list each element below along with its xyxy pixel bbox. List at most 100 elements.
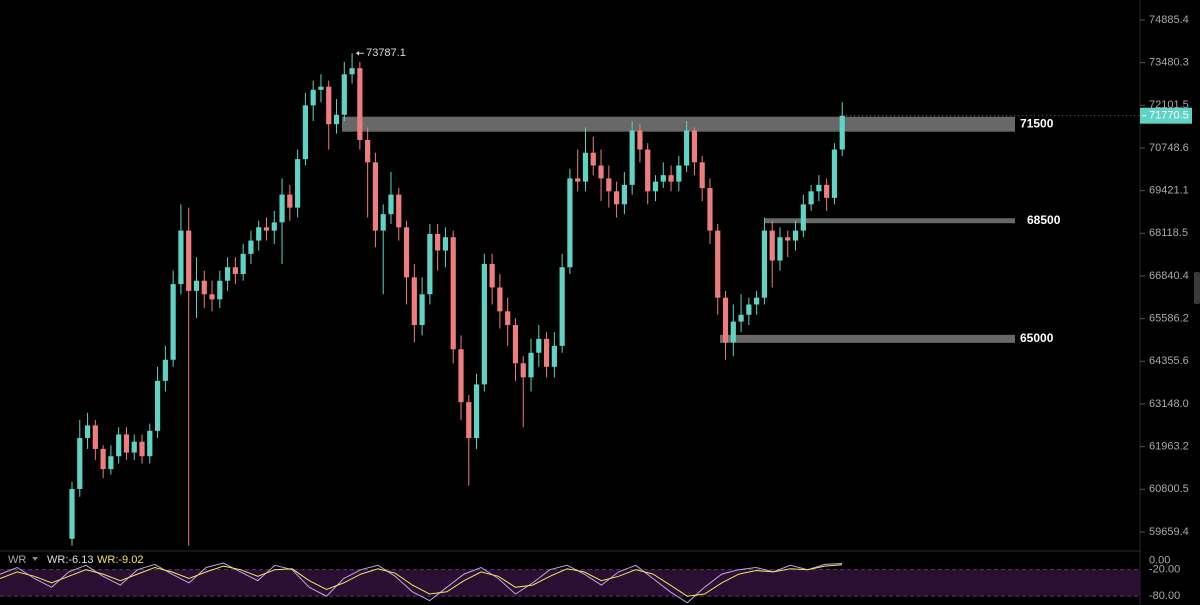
y-tick-label: 64355.6 — [1149, 355, 1189, 367]
candle-body — [715, 230, 721, 298]
y-tick-label: 61963.2 — [1149, 441, 1189, 453]
candle-body — [637, 130, 643, 150]
candle-body — [536, 338, 542, 353]
candle-body — [100, 448, 106, 470]
high-annotation: 73787.1 — [366, 47, 406, 59]
candle-body — [326, 86, 332, 125]
candle-body — [808, 191, 814, 205]
candle-body — [606, 178, 612, 192]
candle-body — [186, 230, 192, 291]
candle-body — [839, 115, 845, 150]
candle-body — [201, 280, 207, 295]
candle-body — [427, 233, 433, 295]
candle-body — [497, 287, 503, 312]
candle-body — [217, 280, 223, 300]
candle-body — [660, 175, 666, 182]
candle-body — [722, 297, 729, 343]
candle-body — [77, 438, 83, 489]
candle-body — [349, 68, 355, 75]
candle-body — [209, 294, 215, 300]
candle-body — [691, 130, 697, 163]
candle-body — [684, 130, 690, 166]
candle-body — [225, 267, 231, 281]
candle-body — [193, 280, 200, 291]
candle-body — [777, 237, 783, 261]
side-handle[interactable] — [1194, 272, 1200, 304]
candle-body — [614, 191, 620, 205]
zone-band — [765, 218, 1015, 224]
zone-band — [342, 116, 1015, 132]
candle-body — [559, 267, 565, 346]
candle-body — [333, 114, 340, 125]
zone-label: 68500 — [1027, 213, 1061, 227]
candle-body — [435, 233, 441, 251]
candle-body — [318, 86, 324, 90]
y-tick-label: 63148.0 — [1149, 398, 1189, 410]
candle-body — [575, 178, 581, 182]
y-tick-label: 59659.4 — [1149, 526, 1189, 538]
candle-body — [131, 441, 137, 453]
zone-label: 65000 — [1020, 331, 1054, 345]
candle-body — [271, 222, 277, 231]
y-tick-label: 69421.1 — [1149, 185, 1189, 197]
candle-body — [520, 363, 526, 378]
candle-body — [730, 321, 736, 343]
wr-dropdown — [32, 557, 38, 561]
candle-body — [380, 214, 386, 231]
candle-body — [256, 227, 262, 241]
candle-body — [442, 237, 449, 251]
candle-body — [769, 230, 775, 261]
candle-body — [543, 338, 550, 367]
candle-body — [699, 162, 705, 189]
candle-body — [310, 89, 316, 106]
candle-body — [295, 159, 301, 208]
candle-body — [528, 352, 534, 378]
zone-band — [720, 334, 1015, 343]
candle-body — [147, 430, 153, 457]
candle-body — [652, 181, 659, 192]
candle-body — [92, 425, 98, 449]
candle-body — [629, 130, 635, 185]
candle-body — [279, 194, 285, 223]
wr-tick-label: 0.00 — [1149, 555, 1170, 567]
candle-body — [512, 325, 519, 364]
y-tick-label: 60800.5 — [1149, 483, 1189, 495]
candle-body — [505, 311, 511, 326]
candle-body — [178, 230, 184, 285]
candle-body — [824, 184, 830, 198]
candle-body — [489, 263, 495, 288]
candle-body — [567, 178, 573, 268]
candle-body — [263, 227, 270, 231]
price-tag — [1140, 107, 1192, 124]
y-tick-label: 65586.2 — [1149, 313, 1189, 325]
wr-band — [0, 569, 1140, 597]
y-tick-label: 73480.3 — [1149, 57, 1189, 69]
candle-body — [800, 204, 806, 231]
candle-body — [302, 105, 308, 160]
candle-body — [248, 240, 254, 254]
plot-layer: 74885.473480.372101.570748.669421.168118… — [0, 14, 1192, 604]
candle-body — [458, 349, 464, 403]
candle-body — [287, 194, 293, 208]
candle-body — [341, 74, 347, 115]
current-price: 71770.5 — [1149, 110, 1189, 122]
candle-body — [707, 188, 713, 231]
candle-body — [551, 345, 557, 367]
candle-body — [403, 227, 410, 278]
wr-tick-label: -20.00 — [1149, 564, 1180, 576]
candle-body — [738, 314, 744, 322]
candle-body — [154, 380, 161, 431]
candle-body — [170, 284, 176, 360]
candle-body — [761, 230, 768, 298]
y-tick-label: 66840.4 — [1149, 270, 1189, 282]
candle-body — [162, 359, 168, 381]
candle-body — [365, 139, 371, 163]
y-tick-label: 70748.6 — [1149, 142, 1189, 154]
wr-line — [0, 562, 843, 604]
candle-body — [621, 184, 627, 205]
wr-title: WR — [8, 554, 26, 566]
candle-body — [116, 434, 122, 457]
candle-body — [240, 253, 246, 274]
